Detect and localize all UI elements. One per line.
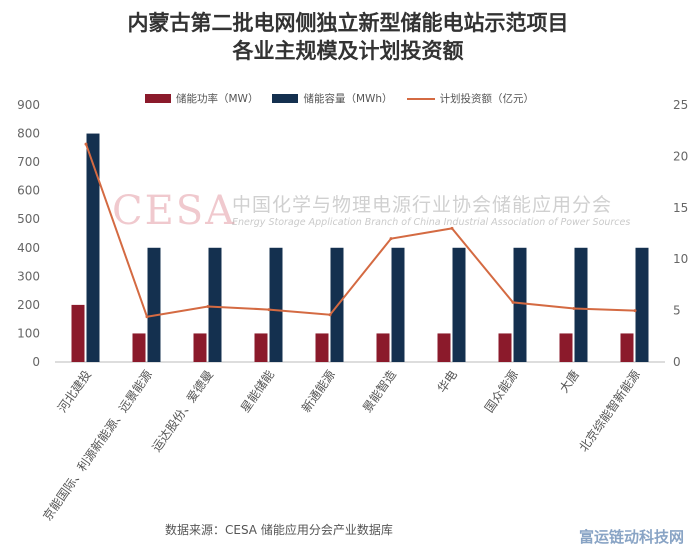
- y-left-tick-label: 200: [17, 298, 40, 312]
- watermark-org-name-cn: 中国化学与物理电源行业协会储能应用分会: [232, 194, 613, 216]
- bar-capacity: [147, 247, 161, 362]
- y-left-tick-label: 800: [17, 127, 40, 141]
- x-tick-label: 京能国际、利源新能源、远景能源: [39, 367, 155, 523]
- bar-power: [376, 333, 390, 362]
- y-left-tick-label: 500: [17, 212, 40, 226]
- bar-capacity: [391, 247, 405, 362]
- corner-watermark: 富运链动科技网: [578, 528, 684, 546]
- point-investment: [450, 226, 454, 230]
- y-left-tick-label: 700: [17, 155, 40, 169]
- watermark-org-name-en: Energy Storage Application Branch of Chi…: [232, 217, 631, 228]
- x-tick-label: 新通能源: [298, 367, 338, 415]
- x-tick-label: 景能智造: [359, 367, 399, 415]
- chart-title-line-2: 各业主规模及计划投资额: [232, 39, 464, 63]
- point-investment: [572, 307, 576, 311]
- x-tick-label: 国众能源: [482, 368, 521, 415]
- x-tick-label: 运达股份、爱德曼: [149, 367, 216, 454]
- cesa-watermark-logo: CESA: [112, 188, 237, 234]
- y-left-tick-label: 300: [17, 269, 40, 283]
- point-investment: [389, 237, 393, 241]
- y-left-tick-label: 900: [17, 98, 40, 112]
- bar-power: [132, 333, 146, 362]
- point-investment: [145, 315, 149, 319]
- bar-power: [437, 333, 451, 362]
- bar-capacity: [574, 247, 588, 362]
- data-source-note: 数据来源：CESA 储能应用分会产业数据库: [165, 523, 393, 537]
- legend-item-investment: 计划投资额（亿元）: [406, 91, 535, 106]
- point-investment: [511, 300, 515, 304]
- point-investment: [328, 313, 332, 317]
- bar-power: [193, 333, 207, 362]
- y-right-tick-label: 10: [673, 252, 688, 266]
- bar-capacity: [635, 247, 649, 362]
- x-tick-label: 大唐: [556, 367, 582, 395]
- y-left-tick-label: 600: [17, 184, 40, 198]
- legend-swatch-investment: [406, 97, 435, 100]
- bar-capacity: [208, 247, 222, 362]
- bar-capacity: [86, 133, 100, 362]
- legend-item-capacity: 储能容量（MWh）: [272, 91, 393, 106]
- legend-label-investment: 计划投资额（亿元）: [439, 93, 535, 105]
- x-tick-label: 华电: [435, 368, 460, 396]
- y-right-tick-label: 0: [673, 355, 681, 369]
- bar-power: [620, 333, 634, 362]
- bar-capacity: [452, 247, 466, 362]
- y-right-tick-label: 20: [673, 149, 688, 163]
- bar-capacity: [269, 247, 283, 362]
- point-investment: [633, 309, 637, 313]
- bar-capacity: [513, 247, 527, 362]
- chart-title-line-1: 内蒙古第二批电网侧独立新型储能电站示范项目: [127, 11, 569, 35]
- bar-power: [254, 333, 268, 362]
- legend-label-capacity: 储能容量（MWh）: [303, 93, 393, 105]
- x-tick-label: 河北建投: [54, 367, 94, 415]
- y-left-tick-label: 0: [32, 355, 40, 369]
- bar-power: [71, 304, 85, 362]
- x-tick-label: 星能储能: [237, 367, 277, 415]
- y-right-tick-label: 15: [673, 201, 688, 215]
- chart-legend: 储能功率（MW） 储能容量（MWh） 计划投资额（亿元）: [145, 91, 534, 106]
- bar-power: [559, 333, 573, 362]
- y-left-tick-label: 400: [17, 241, 40, 255]
- point-investment: [84, 142, 88, 146]
- y-right-tick-label: 5: [673, 304, 681, 318]
- legend-item-power: 储能功率（MW）: [145, 91, 258, 106]
- y-right-tick-label: 25: [673, 98, 688, 112]
- point-investment: [206, 304, 210, 308]
- line-investment: [85, 143, 636, 318]
- legend-swatch-power: [145, 94, 171, 103]
- legend-label-power: 储能功率（MW）: [176, 93, 259, 105]
- bar-power: [315, 333, 329, 362]
- bar-power: [498, 333, 512, 362]
- y-left-tick-label: 100: [17, 326, 40, 340]
- point-investment: [267, 308, 271, 312]
- legend-swatch-capacity: [272, 94, 299, 103]
- x-tick-label: 北京综能智新能源: [576, 367, 643, 454]
